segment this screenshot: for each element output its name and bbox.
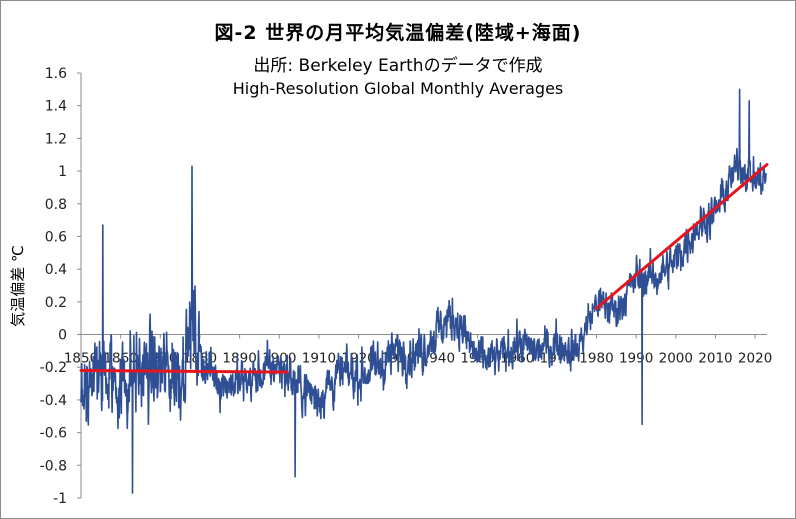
y-tick-label: 1.2	[45, 131, 67, 147]
y-tick-label: 0.4	[45, 262, 67, 278]
y-tick-label: 1	[58, 164, 67, 180]
x-tick-label: 1890	[222, 351, 256, 367]
y-tick-label: 0	[58, 328, 67, 344]
x-tick-label: 1980	[579, 351, 613, 367]
y-tick-label: 1.6	[45, 66, 67, 82]
y-tick-label: 1.4	[45, 99, 67, 115]
x-tick-label: 1920	[341, 351, 375, 367]
chart-subtitle: 出所: Berkeley Earthのデータで作成	[253, 56, 543, 76]
y-tick-label: 0.2	[45, 295, 67, 311]
y-tick-label: -0.6	[40, 426, 67, 442]
chart-subtitle-english: High-Resolution Global Monthly Averages	[232, 79, 564, 98]
y-tick-label: -0.8	[40, 458, 67, 474]
x-tick-label: 1990	[619, 351, 653, 367]
trend-line-1850-1900	[79, 369, 289, 374]
y-tick-label: 0.8	[45, 197, 67, 213]
y-tick-label: -0.4	[40, 393, 67, 409]
monthly-anomaly-line	[80, 88, 767, 494]
trend-line-1980-2023	[594, 163, 769, 310]
chart-title: 図-2 世界の月平均気温偏差(陸域+海面)	[214, 22, 582, 44]
x-tick-label: 1910	[302, 351, 336, 367]
y-tick-label: -0.2	[40, 360, 67, 376]
y-tick-label: 0.6	[45, 229, 67, 245]
x-tick-label: 2020	[738, 351, 772, 367]
y-tick-label: -1	[53, 491, 67, 507]
x-tick-label: 2010	[698, 351, 732, 367]
x-tick-label: 2000	[659, 351, 693, 367]
